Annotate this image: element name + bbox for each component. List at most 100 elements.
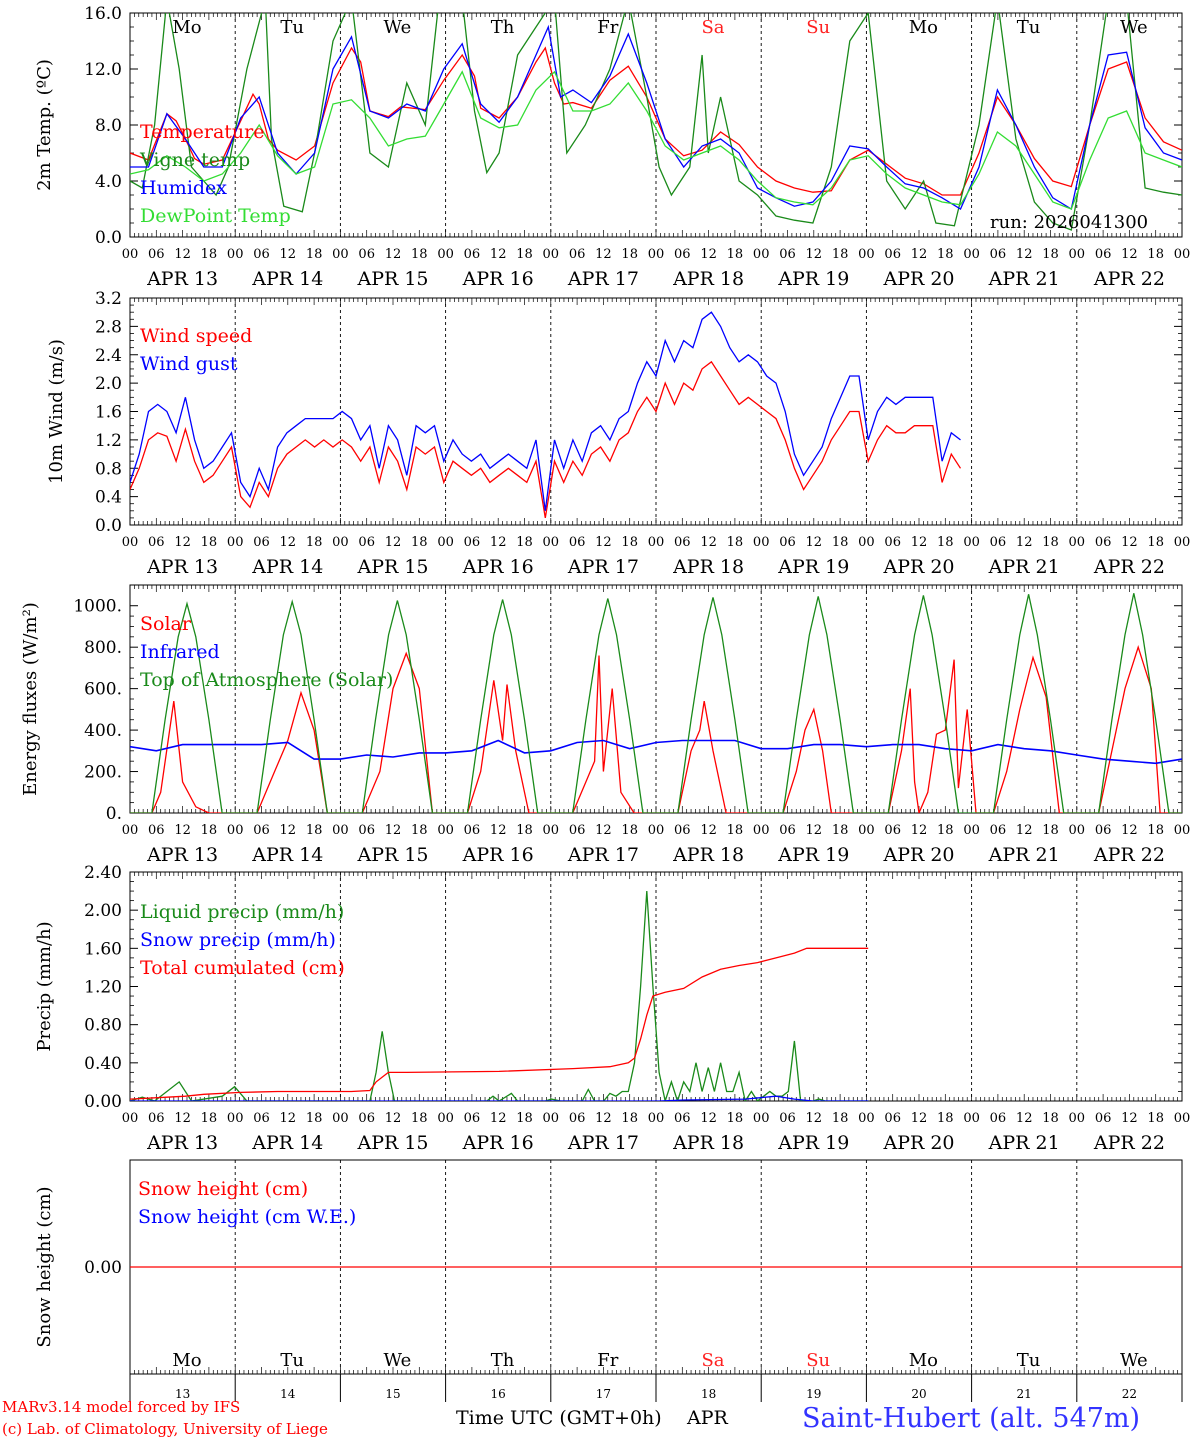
hour-label: 00 [332,247,349,262]
hour-label: 00 [1069,535,1086,550]
y-tick-label: 0.4 [95,488,122,508]
hour-label: 12 [1016,535,1033,550]
hour-label: 00 [437,535,454,550]
day-number: 22 [1122,1387,1137,1401]
day-label: APR 17 [567,844,639,866]
hour-label: 06 [674,1111,691,1126]
series-line-wind-speed [130,360,962,519]
hour-label: 00 [963,823,980,838]
hour-label: 06 [779,247,796,262]
hour-label: 06 [674,247,691,262]
hour-label: 00 [648,247,665,262]
legend-entry: Solar [140,613,192,635]
legend-entry: Total cumulated (cm) [140,957,345,979]
weekday-label: Tu [1017,17,1041,38]
hour-label: 12 [1121,823,1138,838]
series-group [130,891,869,1101]
day-label: APR 19 [777,1132,849,1154]
hour-label: 06 [1095,535,1112,550]
hour-label: 18 [832,1111,849,1126]
series-line-wind-gust [130,311,961,511]
weekday-label: Sa [701,1350,724,1371]
weekday-label: We [1120,1350,1148,1371]
legend-entry: Vigne temp [139,149,250,171]
legend-entry: Infrared [140,641,220,663]
hour-label: 00 [753,823,770,838]
hour-label: 12 [911,535,928,550]
hour-label: 12 [911,247,928,262]
hour-label: 18 [411,1111,428,1126]
y-tick-label: 2.4 [95,346,122,366]
hour-label: 18 [1147,535,1164,550]
hour-label: 06 [990,823,1007,838]
legend-entry: Snow precip (mm/h) [140,929,336,951]
hour-label: 18 [937,823,954,838]
hour-label: 00 [122,1111,139,1126]
hour-label: 18 [516,823,533,838]
hour-label: 00 [1174,535,1191,550]
hour-label: 06 [148,247,165,262]
hour-label: 18 [306,247,323,262]
hour-label: 18 [621,535,638,550]
hour-label: 18 [937,247,954,262]
hour-label: 00 [437,1111,454,1126]
hour-label: 12 [1121,535,1138,550]
hour-label: 00 [1069,823,1086,838]
y-tick-label: 0.00 [84,1092,122,1112]
hour-label: 00 [227,1111,244,1126]
weekday-label: Tu [1017,1350,1041,1371]
hour-label: 00 [858,247,875,262]
weekday-label: Tu [280,17,304,38]
y-tick-label: 600. [84,680,122,700]
weekday-label: Fr [597,1350,618,1371]
hour-label: 00 [332,1111,349,1126]
hour-label: 00 [332,535,349,550]
series-line-humidex [130,24,1182,211]
hour-label: 12 [1121,1111,1138,1126]
hour-label: 06 [464,247,481,262]
weekday-label: Th [491,1350,515,1371]
y-tick-label: 2.0 [95,374,122,394]
hour-label: 18 [727,823,744,838]
weekday-label: We [384,17,412,38]
hour-label: 06 [358,1111,375,1126]
y-tick-label: 0.40 [84,1054,122,1074]
hour-label: 12 [280,247,297,262]
day-label: APR 22 [1093,844,1165,866]
hour-label: 18 [516,1111,533,1126]
hour-label: 00 [858,823,875,838]
hour-label: 06 [884,823,901,838]
hour-label: 06 [148,535,165,550]
day-number: 17 [596,1387,611,1401]
day-label: APR 15 [356,268,428,290]
day-label: APR 21 [988,1132,1060,1154]
weekday-label: Mo [909,17,938,38]
hour-label: 18 [727,535,744,550]
day-number: 15 [385,1387,400,1401]
series-line-total-cumulated-cm- [130,947,869,1100]
day-number: 19 [806,1387,821,1401]
hour-label: 12 [1121,247,1138,262]
hour-label: 06 [990,247,1007,262]
hour-label: 06 [464,1111,481,1126]
hour-label: 00 [122,535,139,550]
y-tick-label: 0.80 [84,1016,122,1036]
series-line-temperature [130,46,1182,196]
footer: MARv3.14 model forced by IFS (c) Lab. of… [2,1398,1140,1438]
hour-label: 00 [332,823,349,838]
day-label: APR 18 [672,556,744,578]
legend-entry: Snow height (cm W.E.) [138,1206,356,1228]
hour-label: 06 [779,535,796,550]
day-label: APR 16 [462,1132,534,1154]
day-number: 20 [911,1387,926,1401]
y-tick-label: 2.8 [95,317,122,337]
day-label: APR 20 [882,556,954,578]
day-number: 21 [1017,1387,1032,1401]
hour-label: 00 [858,535,875,550]
legend-entry: DewPoint Temp [140,205,291,227]
hour-label: 06 [253,1111,270,1126]
hour-label: 00 [963,247,980,262]
x-axis-title: Time UTC (GMT+0h) [456,1407,662,1429]
hour-label: 06 [358,823,375,838]
hour-label: 12 [911,1111,928,1126]
